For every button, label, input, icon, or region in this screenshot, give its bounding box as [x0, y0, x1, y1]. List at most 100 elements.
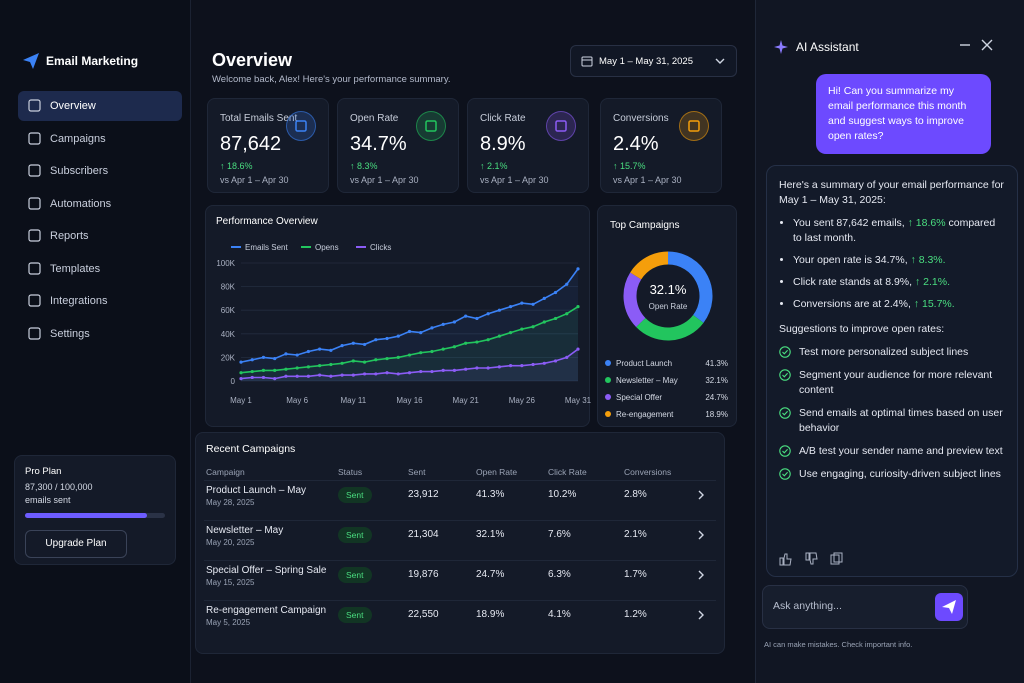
series-point	[542, 320, 546, 324]
chevron-down	[715, 58, 725, 64]
legend-dot	[605, 377, 611, 383]
summary-rest: compared to last month.	[793, 217, 996, 244]
cell-open-rate: 32.1%	[476, 529, 505, 540]
suggestion: A/B test your sender name and preview te…	[779, 444, 1005, 459]
series-point	[441, 368, 445, 372]
page-subtitle: Welcome back, Alex! Here's your performa…	[212, 74, 451, 85]
chevron-icon	[698, 530, 704, 540]
series-area	[241, 306, 578, 381]
row-divider	[204, 480, 716, 481]
row-divider	[204, 520, 716, 521]
nav-label: Templates	[50, 262, 101, 275]
cell-conversions: 1.2%	[624, 609, 647, 620]
kpi-icon-glyph	[425, 120, 437, 132]
send-button[interactable]	[935, 593, 963, 621]
legend-value: 41.3%	[705, 359, 728, 368]
series-point	[486, 366, 490, 370]
icon-shape	[779, 346, 791, 358]
series-point	[464, 367, 468, 371]
legend-label: Clicks	[370, 243, 391, 252]
series-point	[565, 282, 569, 286]
kpi-icon-glyph	[688, 120, 700, 132]
chevron-shape	[698, 570, 704, 580]
summary-change: ↑ 18.6%	[907, 217, 946, 229]
nav-item[interactable]: Campaigns	[18, 124, 182, 154]
icon-shape	[782, 448, 789, 454]
campaign-date: May 20, 2025	[206, 538, 255, 547]
series-point	[374, 358, 378, 362]
minimize-button[interactable]	[958, 38, 972, 52]
icon-shape	[782, 349, 789, 355]
feedback-icons[interactable]	[779, 552, 849, 566]
status-pill: Sent	[338, 487, 372, 503]
nav-item[interactable]: Templates	[18, 254, 182, 284]
cell-click-rate: 4.1%	[548, 609, 571, 620]
icon-part	[805, 552, 818, 565]
series-area	[241, 349, 578, 381]
series-point	[430, 326, 434, 330]
sidebar: Email Marketing Overview Campaigns Subscri…	[0, 0, 191, 683]
status-pill: Sent	[338, 607, 372, 623]
close-button[interactable]	[980, 38, 994, 52]
series-point	[239, 377, 243, 381]
nav-item[interactable]: Settings	[18, 319, 182, 349]
series-point	[239, 371, 243, 375]
x-tick-label: May 31	[565, 396, 591, 405]
icon-part	[715, 58, 725, 64]
campaign-date: May 28, 2025	[206, 498, 255, 507]
icon-shape	[28, 294, 41, 307]
page-title: Overview	[212, 50, 293, 70]
row-chevron[interactable]	[696, 608, 706, 626]
nav-label: Campaigns	[50, 132, 106, 145]
row-chevron[interactable]	[696, 488, 706, 506]
legend-value: 32.1%	[705, 376, 728, 385]
nav-item[interactable]: Subscribers	[18, 156, 182, 186]
kpi-label: Total Emails Sent	[220, 113, 298, 124]
series-point	[486, 338, 490, 342]
chevron-shape	[698, 530, 704, 540]
sparkle-icon	[774, 40, 788, 54]
chevron-icon	[698, 570, 704, 580]
series-point	[419, 331, 423, 335]
series-point	[284, 367, 288, 371]
icon-shape	[295, 120, 307, 132]
series-point	[385, 336, 389, 341]
series-point	[351, 373, 355, 377]
series-point	[284, 374, 288, 378]
icon-part	[942, 600, 956, 614]
legend-value: 18.9%	[705, 410, 728, 419]
cell-click-rate: 7.6%	[548, 529, 571, 540]
nav-item[interactable]: Reports	[18, 221, 182, 251]
date-picker[interactable]: May 1 – May 31, 2025	[570, 45, 737, 77]
upgrade-button[interactable]: Upgrade Plan	[25, 530, 127, 558]
date-range: May 1 – May 31, 2025	[599, 56, 693, 67]
chat-input[interactable]: Ask anything...	[762, 585, 968, 629]
cell-open-rate: 18.9%	[476, 609, 505, 620]
row-chevron[interactable]	[696, 528, 706, 546]
nav-item[interactable]: Automations	[18, 189, 182, 219]
row-divider	[204, 600, 716, 601]
icon-part	[783, 553, 792, 566]
series-point	[295, 353, 299, 357]
legend-dot	[605, 360, 611, 366]
performance-card: Performance Overview 0 20K 40K 60K 80K 100K Ma…	[205, 205, 592, 427]
nav-item[interactable]: Integrations	[18, 286, 182, 316]
cell-sent: 21,304	[408, 529, 439, 540]
nav-item[interactable]: Overview	[18, 91, 182, 121]
series-point	[295, 366, 299, 370]
column-header: Status	[338, 467, 363, 477]
legend-label: Opens	[315, 243, 339, 252]
series-point	[340, 361, 344, 365]
calendar-icon	[581, 56, 593, 67]
cell-click-rate: 10.2%	[548, 489, 577, 500]
icon-shape	[782, 471, 789, 477]
kpi-icon-glyph	[555, 120, 567, 132]
series-point	[284, 352, 288, 356]
series-point	[553, 359, 558, 363]
series-point	[250, 358, 254, 362]
kpi-change: ↑ 2.1%	[480, 161, 508, 171]
performance-chart: Performance Overview 0 20K 40K 60K 80K 100K Ma…	[216, 216, 592, 405]
row-chevron[interactable]	[696, 568, 706, 586]
series-point	[441, 322, 445, 326]
column-header: Open Rate	[476, 467, 518, 477]
